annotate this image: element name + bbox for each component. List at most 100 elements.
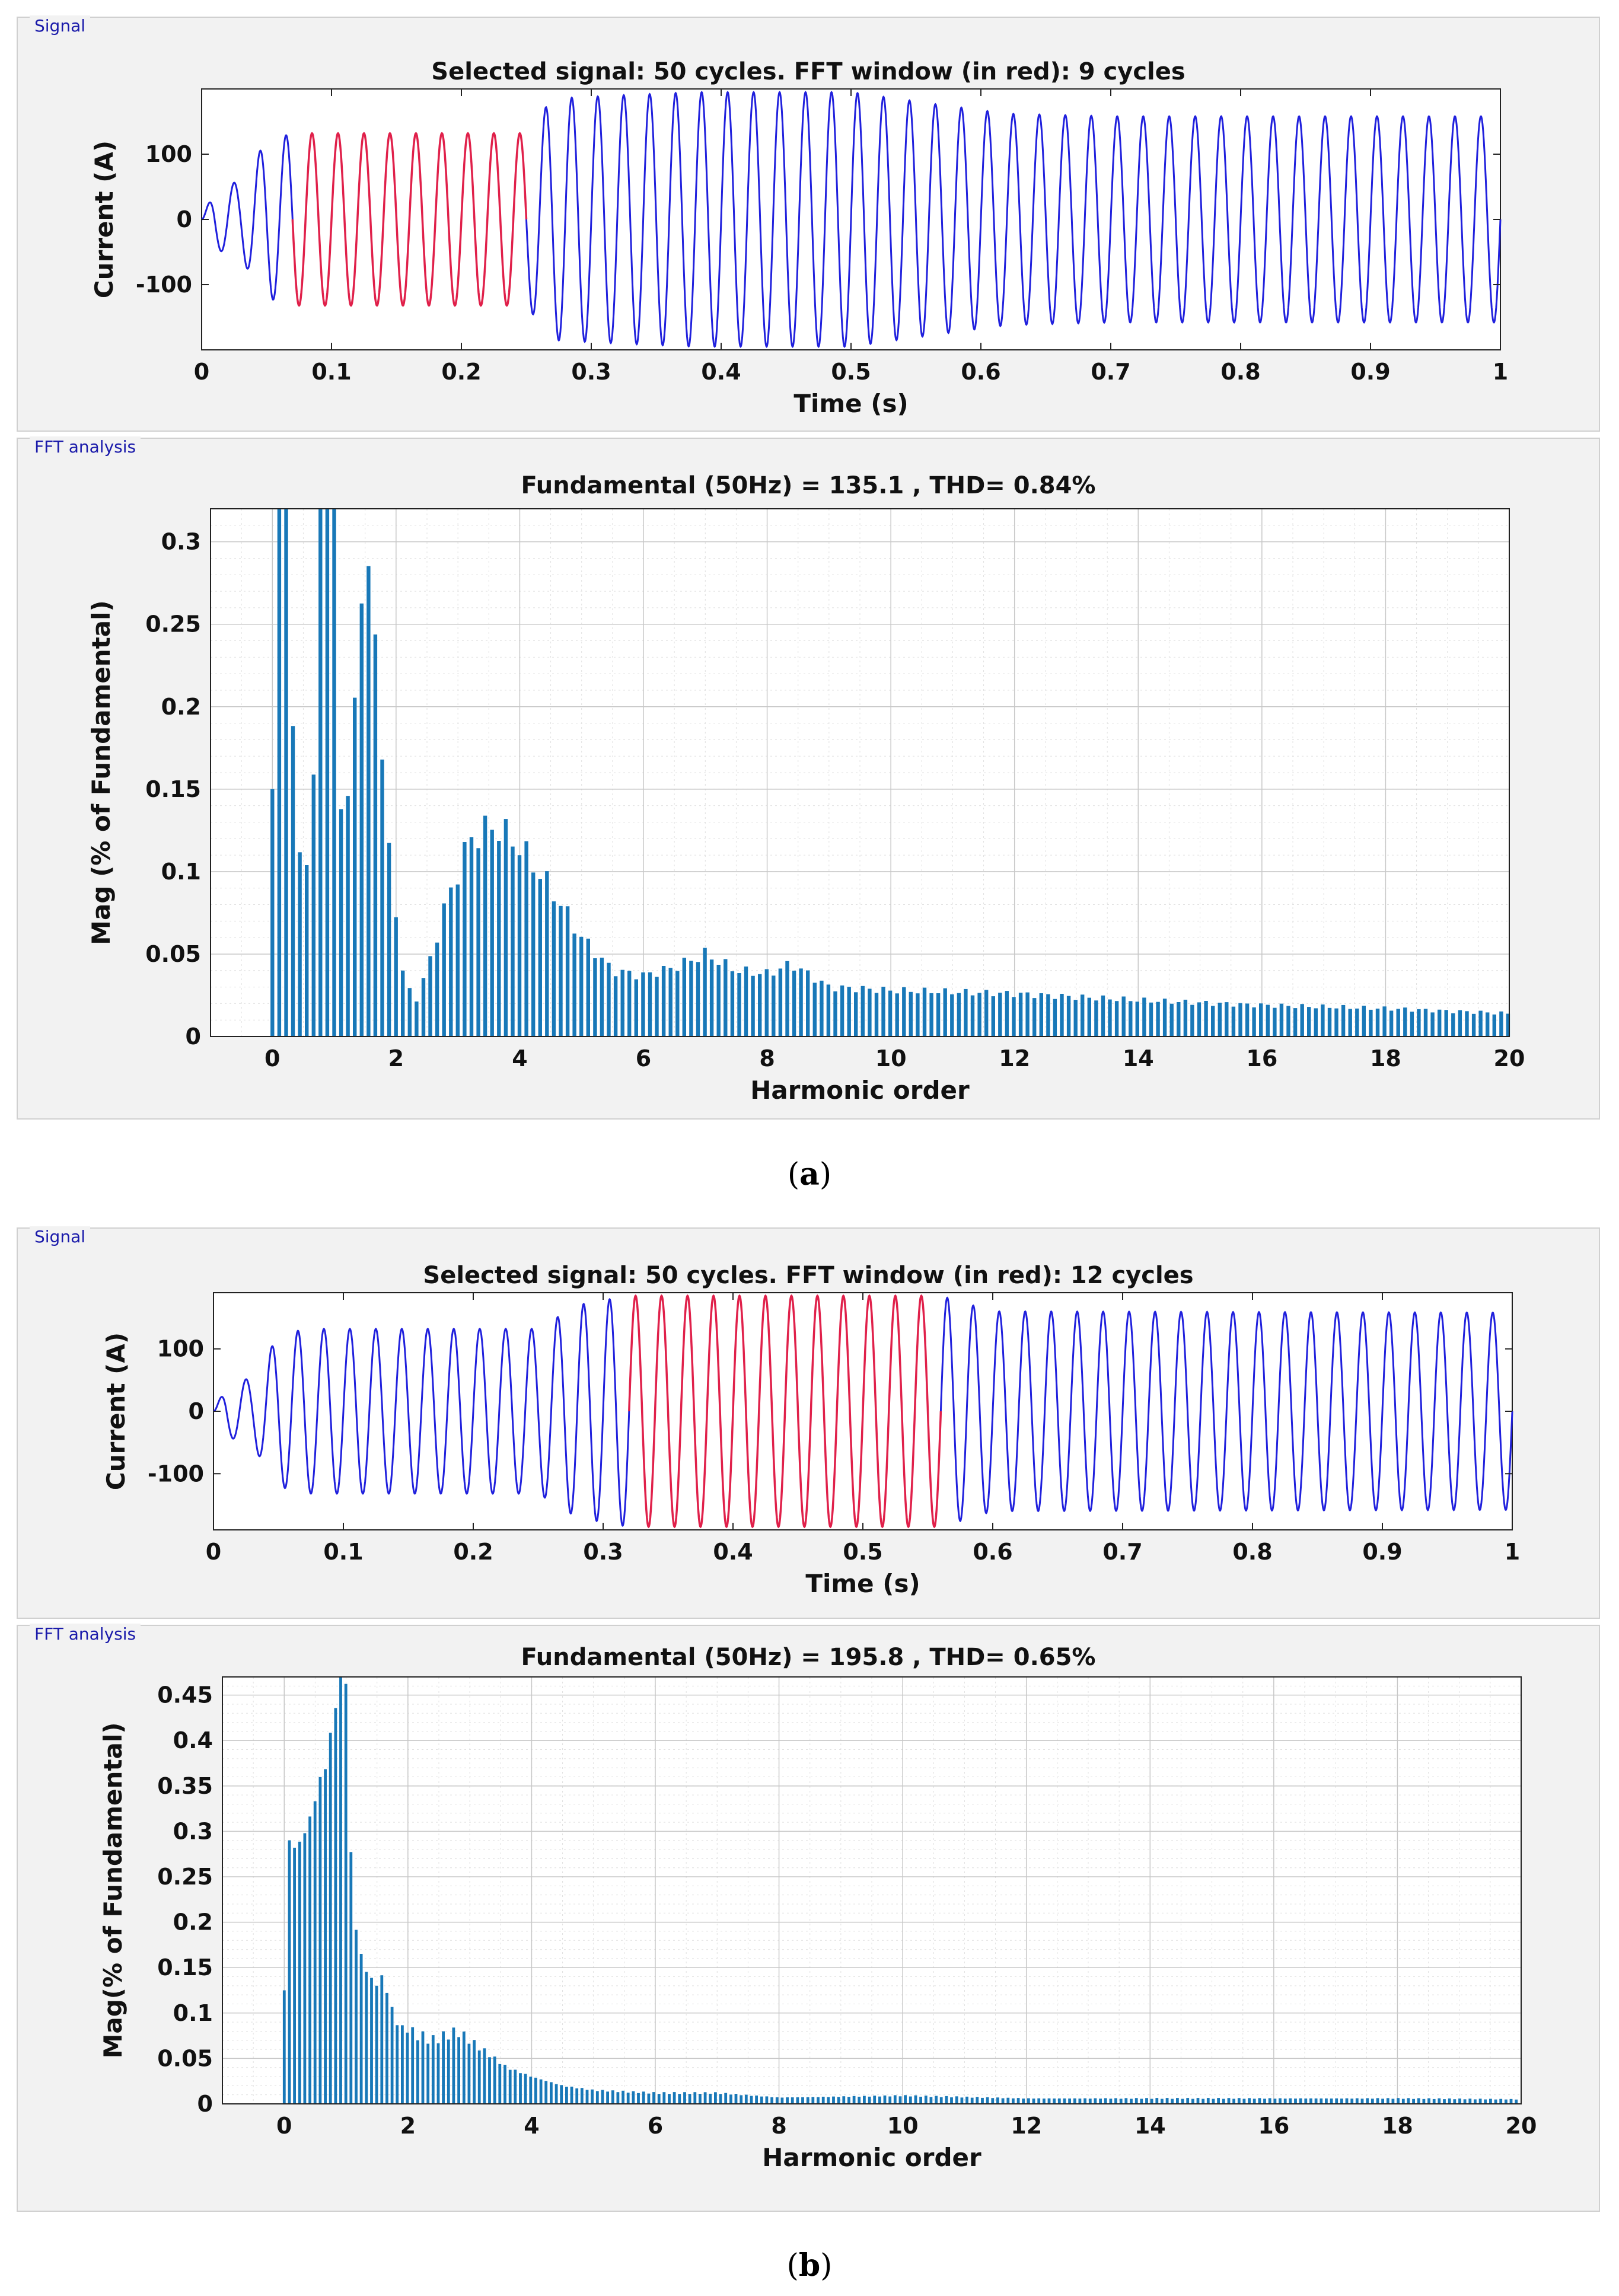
fft-bar: [740, 2095, 743, 2104]
fft-bar: [538, 879, 542, 1037]
fft-bar: [703, 948, 707, 1037]
fft-bar: [339, 809, 343, 1037]
fft-bar: [878, 2096, 881, 2104]
fft-bar: [1108, 999, 1112, 1037]
fft-bar: [709, 2093, 712, 2104]
fft-bar: [396, 2025, 399, 2104]
fft-bar: [622, 2090, 624, 2104]
signal-panel-a: Signal Selected signal: 50 cycles. FFT w…: [17, 15, 1600, 432]
fft-bar: [919, 2096, 922, 2104]
fft-bar: [888, 990, 893, 1037]
fft-bar: [998, 993, 1002, 1037]
fft-bar: [477, 2050, 481, 2104]
fft-bar: [394, 917, 398, 1037]
fft-bar: [1162, 999, 1167, 1037]
fft-bar: [1494, 2099, 1497, 2104]
fft-bar: [1134, 2098, 1138, 2104]
fft-bar: [550, 2082, 553, 2104]
fft-bar: [488, 2057, 491, 2104]
fft-bar: [560, 2085, 563, 2104]
caption-open: (: [787, 1157, 800, 1192]
fft-bar: [1509, 2099, 1513, 2104]
fft-bar: [620, 970, 624, 1037]
fft-bar: [1190, 1004, 1194, 1037]
x-tick-label: 0.1: [311, 359, 351, 385]
fft-bar: [1022, 2099, 1025, 2104]
fft-bar: [457, 2037, 460, 2104]
fft-bar: [463, 842, 467, 1037]
fft-bar: [498, 2064, 502, 2104]
fft-bar: [1099, 2099, 1102, 2104]
fft-bar: [888, 2096, 892, 2104]
fft-bar: [898, 2096, 902, 2104]
fft-bar: [1259, 1003, 1263, 1037]
fft-bar: [1245, 1003, 1250, 1037]
fft-bar: [308, 1816, 311, 2104]
x-tick-label: 14: [1134, 2113, 1166, 2139]
fft-bar: [673, 2092, 676, 2104]
fft-bar: [277, 509, 282, 1037]
fft-bar: [991, 2098, 995, 2104]
fft-bar: [1063, 2098, 1066, 2104]
fft-bar: [552, 901, 556, 1037]
fft-bar: [1155, 2098, 1159, 2104]
fft-bar: [483, 2048, 486, 2104]
x-tick-label: 0.4: [701, 359, 741, 385]
fft-bar: [359, 1954, 363, 2104]
x-tick-label: 10: [875, 1045, 907, 1072]
fft-bar: [970, 2097, 974, 2104]
fft-bar: [1068, 2098, 1071, 2104]
fft-bar: [675, 971, 680, 1037]
fft-bar: [529, 2077, 533, 2104]
fft-bar: [1025, 992, 1030, 1037]
fft-bar: [916, 993, 920, 1037]
fft-bar: [1081, 994, 1085, 1037]
fft-bar: [792, 970, 796, 1037]
fft-bar: [575, 2088, 579, 2104]
x-tick-label: 0.3: [571, 359, 611, 385]
y-tick-label: 0.4: [173, 1727, 213, 1753]
fft-bar: [929, 993, 933, 1037]
fft-bar: [744, 966, 748, 1037]
fft-bar: [421, 978, 426, 1037]
fft-bar: [1492, 1014, 1496, 1037]
fft-bar: [904, 2095, 907, 2104]
fft-bar: [1422, 2099, 1426, 2104]
caption-close: ): [820, 2248, 833, 2284]
fft-bar: [1417, 1009, 1421, 1037]
fft-bar: [355, 1930, 358, 2104]
fft-bar: [832, 2096, 835, 2104]
y-tick-label: 0.2: [161, 694, 201, 720]
fft-bar: [868, 2096, 871, 2104]
fft-bar: [1443, 2099, 1446, 2104]
fft-bar: [1268, 2098, 1271, 2104]
fft-bar: [986, 2097, 989, 2104]
fft-bar: [1335, 2098, 1338, 2104]
fft-bar: [593, 958, 597, 1037]
fft-bar: [943, 988, 947, 1037]
fft-bar: [606, 2091, 609, 2104]
fft-bar: [370, 1978, 373, 2104]
signal-trace: [201, 134, 294, 301]
x-tick-label: 0.8: [1232, 1539, 1272, 1565]
fft-bar: [1156, 1002, 1160, 1037]
y-tick-label: 0: [177, 206, 192, 232]
fft-bar: [1176, 2098, 1179, 2104]
fft-bar: [469, 837, 474, 1037]
fft-bar: [820, 980, 824, 1037]
fft-bar: [1289, 2098, 1292, 2104]
fft-bar: [854, 992, 858, 1037]
x-tick-label: 20: [1506, 2113, 1537, 2139]
fft-bar: [1397, 2098, 1400, 2104]
fft-bar: [428, 956, 432, 1037]
fft-bar: [313, 1801, 317, 2104]
fft-bar: [806, 970, 810, 1037]
fft-bar: [339, 1677, 342, 2104]
fft-bar: [436, 2043, 440, 2104]
fft-bar: [318, 509, 323, 1037]
fft-bar: [648, 972, 652, 1037]
fft-bar: [826, 984, 831, 1037]
fft-bar: [1242, 2099, 1246, 2104]
fft-bar: [1362, 1006, 1366, 1037]
fft-chart-b: 0 2 4 6 8 10 12 14 16 18 20 0 0.05 0.1 0.15 0.2 0.25 0.3 0…: [98, 1676, 1537, 2172]
